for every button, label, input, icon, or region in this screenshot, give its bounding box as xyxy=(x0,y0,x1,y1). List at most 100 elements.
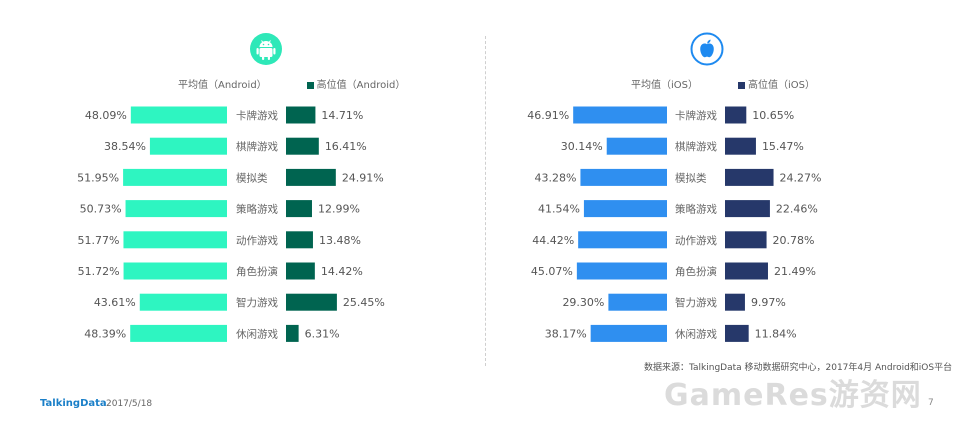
ios-high-label: 15.47% xyxy=(762,140,804,153)
apple-icon xyxy=(690,32,724,66)
android-average-bar xyxy=(130,324,227,342)
android-high-label: 14.71% xyxy=(321,109,363,122)
android-icon xyxy=(250,33,282,65)
android-category-label: 卡牌游戏 xyxy=(236,109,278,122)
android-high-bar xyxy=(286,168,336,186)
android-category-label: 策略游戏 xyxy=(236,203,278,216)
legend-ios-high: 高位值（iOS） xyxy=(748,80,815,91)
ios-category-label: 智力游戏 xyxy=(675,296,717,309)
android-average-label: 51.72% xyxy=(78,265,120,278)
android-high-label: 25.45% xyxy=(343,296,385,309)
ios-average-bar xyxy=(578,231,667,249)
ios-bar-chart: 46.91% 卡牌游戏 10.65% 30.14% 棋牌游戏 15.47% 43.28% 模拟… xyxy=(527,106,822,342)
android-high-bar xyxy=(286,324,299,342)
legend-ios-average: 平均值（iOS） xyxy=(631,80,698,91)
android-high-label: 12.99% xyxy=(318,203,360,216)
ios-average-label: 30.14% xyxy=(561,140,603,153)
android-average-label: 51.95% xyxy=(77,171,119,184)
android-bar-chart: 48.09% 卡牌游戏 14.71% 38.54% 棋牌游戏 16.41% 51.95% 模拟… xyxy=(77,106,385,342)
ios-high-bar xyxy=(725,168,774,186)
ios-high-label: 9.97% xyxy=(751,296,786,309)
ios-average-bar xyxy=(606,137,667,155)
android-category-label: 休闲游戏 xyxy=(236,327,278,340)
android-average-bar xyxy=(139,293,227,311)
android-average-bar xyxy=(123,262,227,280)
ios-high-label: 11.84% xyxy=(755,327,797,340)
ios-high-label: 24.27% xyxy=(780,171,822,184)
ios-high-bar xyxy=(725,231,767,249)
android-average-label: 43.61% xyxy=(94,296,136,309)
android-average-label: 48.39% xyxy=(84,327,126,340)
ios-average-bar xyxy=(576,262,667,280)
page-number: 7 xyxy=(928,398,934,408)
ios-average-bar xyxy=(590,324,667,342)
android-legend: 平均值（Android） 高位值（Android） xyxy=(178,76,405,91)
android-average-label: 51.77% xyxy=(78,234,120,247)
talkingdata-logo: TalkingData xyxy=(40,398,107,409)
ios-category-label: 休闲游戏 xyxy=(675,327,717,340)
android-high-label: 24.91% xyxy=(342,171,384,184)
android-high-bar xyxy=(286,262,315,280)
ios-high-bar xyxy=(725,293,745,311)
legend-android-high: 高位值（Android） xyxy=(316,80,406,91)
legend-swatch-android-high xyxy=(306,81,314,89)
android-category-label: 智力游戏 xyxy=(236,296,278,309)
ios-category-label: 模拟类 xyxy=(675,171,707,184)
android-high-bar xyxy=(286,231,313,249)
ios-high-label: 21.49% xyxy=(774,265,816,278)
android-average-bar xyxy=(123,231,227,249)
data-source-note: 数据来源：TalkingData 移动数据研究中心，2017年4月 Androi… xyxy=(644,363,953,373)
panel-divider xyxy=(485,36,486,366)
android-average-label: 38.54% xyxy=(104,140,146,153)
ios-average-bar xyxy=(580,168,667,186)
android-high-bar xyxy=(286,106,316,124)
ios-average-bar xyxy=(583,200,667,218)
android-category-label: 角色扮演 xyxy=(236,265,278,278)
ios-high-bar xyxy=(725,200,770,218)
ios-high-bar xyxy=(725,262,768,280)
ios-high-label: 22.46% xyxy=(776,203,818,216)
gameres-watermark: GameRes游资网 xyxy=(664,378,922,413)
android-high-label: 13.48% xyxy=(319,234,361,247)
ios-average-label: 44.42% xyxy=(532,234,574,247)
ios-average-bar xyxy=(608,293,667,311)
android-average-label: 48.09% xyxy=(85,109,127,122)
android-category-label: 棋牌游戏 xyxy=(236,140,278,153)
ios-panel: 平均值（iOS） 高位值（iOS） 46.91% 卡牌游戏 10.65% 30.14% 棋… xyxy=(484,0,968,427)
ios-average-label: 45.07% xyxy=(531,265,573,278)
ios-high-bar xyxy=(725,137,756,155)
android-high-label: 14.42% xyxy=(321,265,363,278)
ios-average-bar xyxy=(573,106,667,124)
android-panel: 平均值（Android） 高位值（Android） 48.09% 卡牌游戏 14.71… xyxy=(77,33,405,342)
android-high-bar xyxy=(286,293,337,311)
ios-category-label: 卡牌游戏 xyxy=(675,109,717,122)
ios-category-label: 策略游戏 xyxy=(675,203,717,216)
android-high-label: 16.41% xyxy=(325,140,367,153)
android-average-bar xyxy=(125,200,227,218)
ios-average-label: 29.30% xyxy=(562,296,604,309)
android-high-bar xyxy=(286,137,319,155)
ios-high-label: 10.65% xyxy=(752,109,794,122)
ios-average-label: 38.17% xyxy=(545,327,587,340)
legend-swatch-ios-high xyxy=(738,81,745,89)
ios-average-label: 46.91% xyxy=(527,109,569,122)
ios-high-bar xyxy=(725,324,749,342)
ios-high-bar xyxy=(725,106,747,124)
legend-android-average: 平均值（Android） xyxy=(178,80,267,91)
ios-average-label: 43.28% xyxy=(534,171,576,184)
ios-legend: 平均值（iOS） 高位值（iOS） xyxy=(631,76,815,91)
android-average-label: 50.73% xyxy=(80,203,122,216)
android-average-bar xyxy=(123,168,227,186)
android-category-label: 动作游戏 xyxy=(236,234,278,247)
android-high-label: 6.31% xyxy=(305,327,340,340)
android-average-bar xyxy=(149,137,227,155)
report-date: 2017/5/18 xyxy=(106,399,153,409)
ios-category-label: 动作游戏 xyxy=(675,234,717,247)
android-average-bar xyxy=(130,106,227,124)
ios-high-label: 20.78% xyxy=(773,234,815,247)
ios-category-label: 棋牌游戏 xyxy=(675,140,717,153)
android-category-label: 模拟类 xyxy=(236,171,268,184)
ios-average-label: 41.54% xyxy=(538,203,580,216)
android-high-bar xyxy=(286,200,312,218)
ios-category-label: 角色扮演 xyxy=(675,265,717,278)
